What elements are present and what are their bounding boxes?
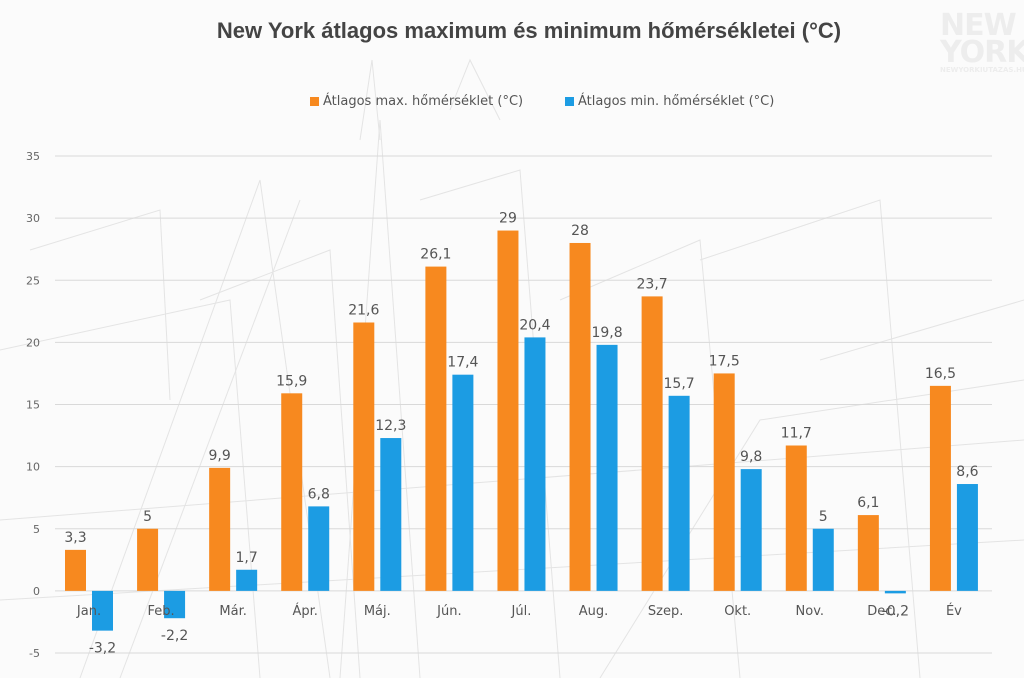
data-label: 23,7 <box>637 276 668 292</box>
bar-min <box>308 506 330 591</box>
x-tick-label: Év <box>946 603 962 619</box>
y-tick-label: 15 <box>26 399 40 412</box>
bar-max <box>929 385 951 591</box>
y-tick-label: 20 <box>26 336 40 349</box>
x-tick-label: Feb. <box>147 604 174 619</box>
data-label: 15,9 <box>276 373 307 389</box>
legend-swatch-max <box>310 97 319 106</box>
bar-min <box>740 469 762 591</box>
data-label: 5 <box>143 509 152 525</box>
x-tick-label: Okt. <box>724 604 751 619</box>
data-label: 6,1 <box>857 495 879 511</box>
bar-min <box>812 528 834 591</box>
bar-min <box>956 484 978 591</box>
bar-max <box>65 549 86 591</box>
bar-max <box>425 266 447 591</box>
x-tick-label: Ápr. <box>293 603 318 619</box>
data-label: 15,7 <box>664 376 695 392</box>
x-tick-label: Szep. <box>648 604 683 619</box>
y-tick-label: 10 <box>26 461 40 474</box>
bar-min <box>524 337 546 591</box>
bar-max <box>497 230 519 591</box>
data-label: 3,3 <box>64 530 86 546</box>
bar-max <box>209 467 231 591</box>
bar-max <box>353 322 375 591</box>
legend-item-max: Átlagos max. hőmérséklet (°C) <box>310 94 523 109</box>
data-label: 17,4 <box>447 355 478 371</box>
y-tick-label: 5 <box>33 523 40 536</box>
data-label: 29 <box>499 211 517 227</box>
bar-min <box>164 590 186 619</box>
bar-max <box>713 373 735 591</box>
data-label: -2,2 <box>161 628 188 644</box>
chart-title: New York átlagos maximum és minimum hőmé… <box>216 18 842 43</box>
y-tick-label: 0 <box>33 585 40 598</box>
data-label: 9,8 <box>740 449 762 465</box>
y-tick-label: -5 <box>29 647 40 660</box>
data-label: -0,2 <box>882 603 909 619</box>
bar-min <box>668 395 690 591</box>
y-tick-label: 35 <box>26 150 40 163</box>
bar-max <box>785 445 807 591</box>
x-tick-label: Aug. <box>579 604 609 619</box>
data-label: 1,7 <box>236 550 258 566</box>
data-label: 8,6 <box>956 464 978 480</box>
data-label: 21,6 <box>348 302 379 318</box>
x-tick-label: Jún. <box>436 604 461 619</box>
bar-min <box>596 344 618 591</box>
data-label: 11,7 <box>781 426 812 442</box>
bar-max <box>281 393 303 591</box>
data-label: 6,8 <box>308 486 330 502</box>
data-label: 20,4 <box>519 317 550 333</box>
x-tick-label: Dec. <box>867 604 896 619</box>
y-tick-label: 30 <box>26 212 40 225</box>
bar-max <box>569 242 591 591</box>
legend-swatch-min <box>565 97 574 106</box>
data-label: 26,1 <box>420 247 451 263</box>
bar-max <box>641 296 663 591</box>
y-tick-label: 25 <box>26 274 40 287</box>
bar-min <box>380 438 402 591</box>
data-label: 9,9 <box>209 448 231 464</box>
bar-min <box>452 374 474 591</box>
data-label: 28 <box>571 223 589 239</box>
bar-min <box>884 590 906 594</box>
data-label: 17,5 <box>709 353 740 369</box>
bar-max <box>137 528 159 591</box>
x-tick-label: Júl. <box>511 604 532 619</box>
x-tick-label: Nov. <box>796 604 825 619</box>
data-label: 12,3 <box>375 418 406 434</box>
x-tick-label: Máj. <box>364 604 391 619</box>
bar-min <box>92 590 113 631</box>
bar-max <box>857 515 879 591</box>
data-label: 16,5 <box>925 366 956 382</box>
legend-label-max: Átlagos max. hőmérséklet (°C) <box>323 94 524 109</box>
bar-min <box>236 569 258 591</box>
legend-label-min: Átlagos min. hőmérséklet (°C) <box>578 94 775 109</box>
legend-item-min: Átlagos min. hőmérséklet (°C) <box>565 94 774 109</box>
brand-logo: NEW YORK NEWYORKIUTAZAS.HU <box>940 8 1024 75</box>
x-tick-label: Már. <box>219 604 246 619</box>
data-label: -3,2 <box>89 641 116 657</box>
x-tick-label: Jan. <box>76 604 101 619</box>
data-label: 19,8 <box>591 325 622 341</box>
chart-legend: Átlagos max. hőmérséklet (°C) Átlagos mi… <box>0 94 1024 114</box>
data-label: 5 <box>819 509 828 525</box>
